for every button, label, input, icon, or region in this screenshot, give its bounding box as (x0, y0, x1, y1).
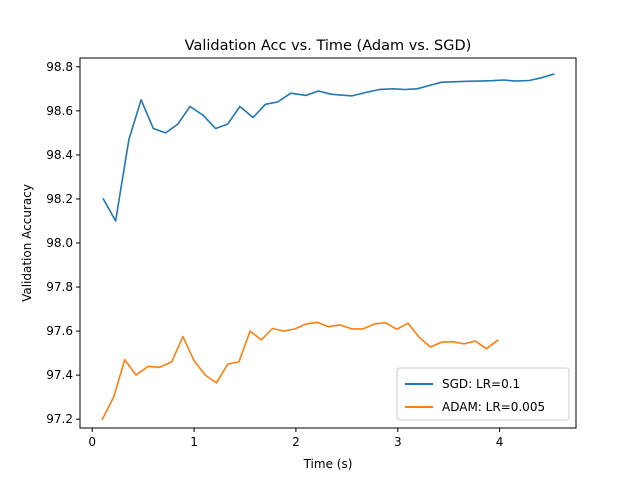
x-tick-label: 2 (292, 435, 300, 449)
axis-ticks: 0 1 2 3 4 97.2 97.4 97.6 97.8 98.0 98.2 98.4 98.6 98.… (46, 60, 503, 449)
y-tick-label: 98.8 (46, 60, 73, 74)
chart-title: Validation Acc vs. Time (Adam vs. SGD) (185, 38, 472, 54)
y-tick-label: 98.4 (46, 148, 73, 162)
legend-label-adam: ADAM: LR=0.005 (442, 400, 545, 414)
y-tick-label: 98.6 (46, 104, 73, 118)
series-layer (101, 73, 555, 421)
x-tick-label: 4 (496, 435, 504, 449)
x-axis-label: Time (s) (303, 457, 353, 471)
plot-frame (79, 57, 577, 429)
series-line-adam (101, 321, 499, 421)
x-tick-label: 1 (190, 435, 198, 449)
y-tick-label: 97.4 (46, 368, 73, 382)
x-tick-label: 0 (88, 435, 96, 449)
series-line-sgd (102, 73, 555, 222)
y-tick-label: 97.6 (46, 324, 73, 338)
y-tick-label: 97.8 (46, 280, 73, 294)
y-tick-label: 97.2 (46, 412, 73, 426)
x-tick-label: 3 (394, 435, 402, 449)
y-tick-label: 98.2 (46, 192, 73, 206)
y-tick-label: 98.0 (46, 236, 73, 250)
y-axis-label: Validation Accuracy (20, 184, 34, 302)
legend-box (396, 367, 570, 421)
legend-label-sgd: SGD: LR=0.1 (442, 377, 520, 391)
legend: SGD: LR=0.1 ADAM: LR=0.005 (396, 367, 570, 421)
